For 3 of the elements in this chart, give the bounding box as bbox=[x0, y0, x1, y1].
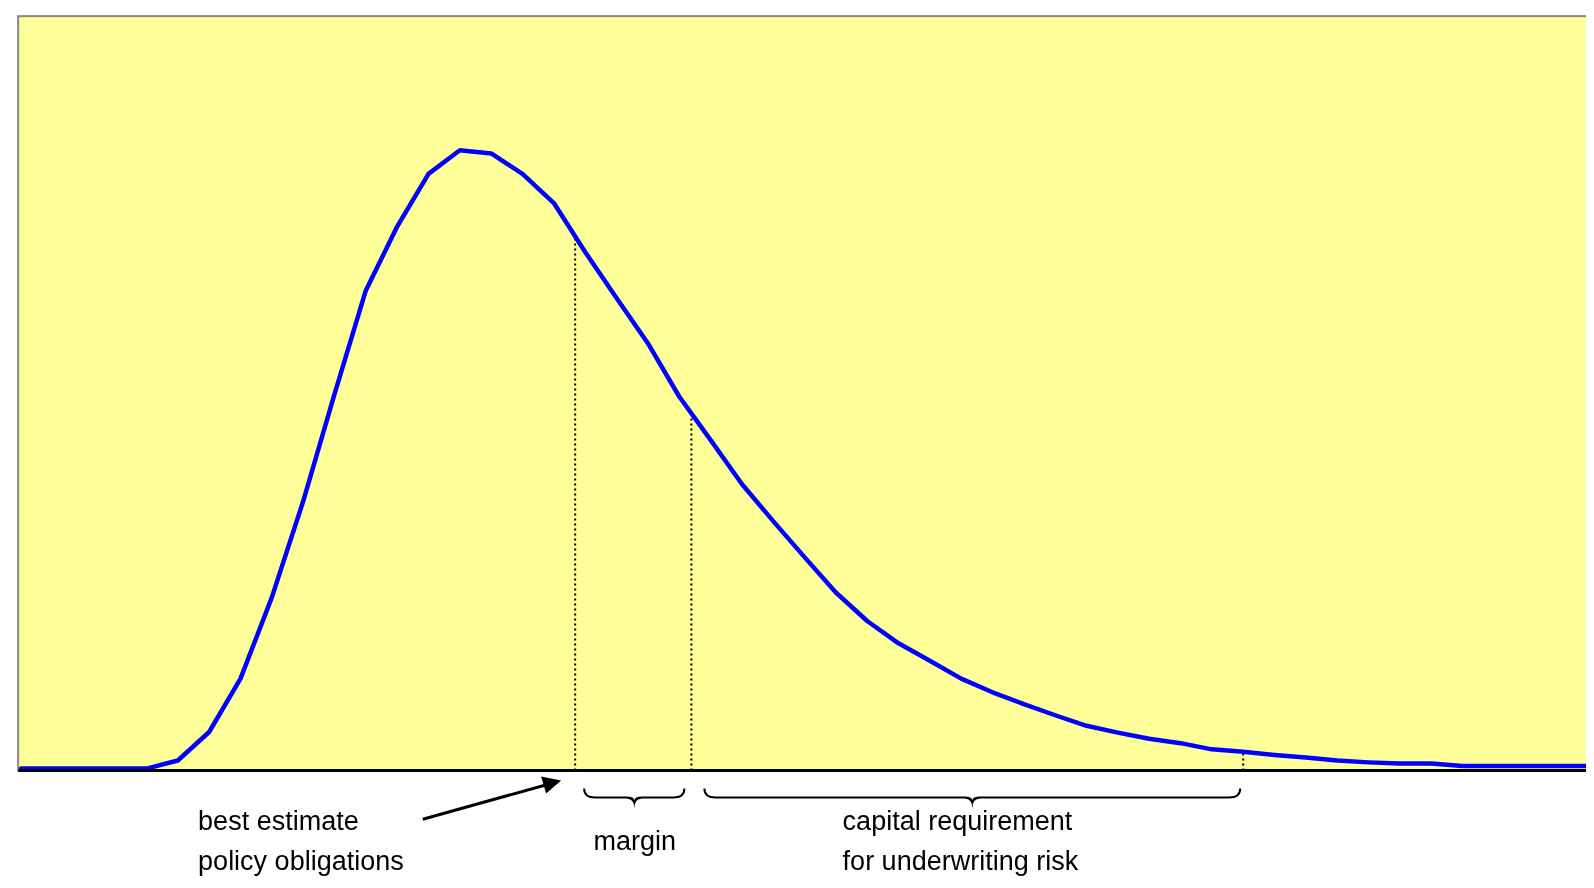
text: capital requirement for underwriting risk bbox=[842, 806, 1079, 876]
text: margin bbox=[593, 826, 677, 856]
text: best estimate policy obligations bbox=[198, 806, 404, 876]
